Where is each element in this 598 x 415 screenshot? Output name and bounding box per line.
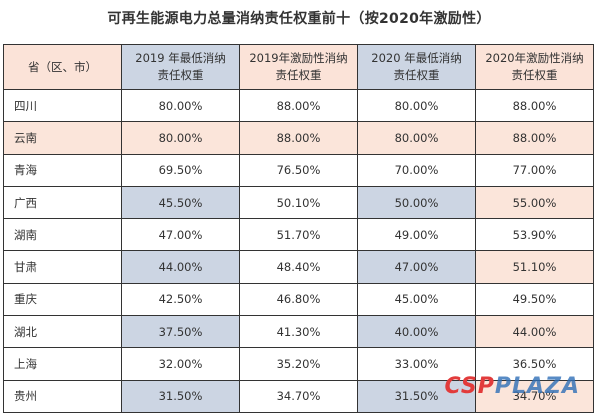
header-2019-min-line2: 责任权重 (157, 68, 204, 82)
cell-2020-inc: 55.00% (475, 185, 594, 220)
cell-2020-min: 40.00% (357, 315, 476, 349)
cell-2019-min: 80.00% (121, 88, 240, 123)
cell-2019-min: 31.50% (121, 379, 240, 413)
table-row: 甘肃 44.00% 48.40% 47.00% 51.10% (3, 250, 594, 284)
cell-2020-inc: 51.10% (475, 250, 594, 284)
cell-2020-min: 45.00% (357, 282, 476, 317)
cell-2020-min: 47.00% (357, 250, 476, 284)
cell-province: 重庆 (3, 282, 122, 317)
cell-2019-inc: 46.80% (239, 282, 358, 317)
table-row: 湖南 47.00% 51.70% 49.00% 53.90% (3, 218, 594, 252)
table-row: 重庆 42.50% 46.80% 45.00% 49.50% (3, 282, 594, 317)
header-2019-inc-line1: 2019年激励性消纳 (249, 51, 348, 65)
table-row: 广西 45.50% 50.10% 50.00% 55.00% (3, 185, 594, 220)
cell-province: 云南 (3, 121, 122, 155)
cell-2020-min: 80.00% (357, 88, 476, 123)
cell-2020-min: 31.50% (357, 379, 476, 413)
cell-2019-inc: 34.70% (239, 379, 358, 413)
cell-2020-inc: 44.00% (475, 315, 594, 349)
table-body: 四川 80.00% 88.00% 80.00% 88.00% 云南 80.00% 88.00%… (3, 88, 594, 413)
table-row: 贵州 31.50% 34.70% 31.50% 34.70% (3, 379, 594, 413)
cell-2019-min: 80.00% (121, 121, 240, 155)
table-title: 可再生能源电力总量消纳责任权重前十（按2020年激励性） (107, 11, 491, 27)
header-2019-min: 2019 年最低消纳 责任权重 (121, 44, 240, 90)
cell-province: 贵州 (3, 379, 122, 413)
cell-2019-min: 47.00% (121, 218, 240, 252)
cell-2020-min: 50.00% (357, 185, 476, 220)
cell-2020-inc: 34.70% (475, 379, 594, 413)
cell-2020-min: 33.00% (357, 347, 476, 381)
cell-2019-min: 32.00% (121, 347, 240, 381)
cell-2019-inc: 88.00% (239, 121, 358, 155)
cell-2020-inc: 53.90% (475, 218, 594, 252)
cell-2020-min: 49.00% (357, 218, 476, 252)
header-2019-min-line1: 2019 年最低消纳 (135, 51, 226, 65)
header-province: 省（区、市） (3, 44, 122, 90)
header-2020-min-line1: 2020 年最低消纳 (371, 51, 462, 65)
header-2020-inc-line2: 责任权重 (511, 68, 558, 82)
cell-province: 广西 (3, 185, 122, 220)
cell-2020-inc: 88.00% (475, 121, 594, 155)
cell-2019-inc: 76.50% (239, 153, 358, 187)
cell-2020-min: 70.00% (357, 153, 476, 187)
cell-province: 湖南 (3, 218, 122, 252)
header-2020-inc: 2020年激励性消纳 责任权重 (475, 44, 594, 90)
table-row: 四川 80.00% 88.00% 80.00% 88.00% (3, 88, 594, 123)
cell-2020-inc: 77.00% (475, 153, 594, 187)
header-2020-inc-line1: 2020年激励性消纳 (485, 51, 584, 65)
header-2019-inc-line2: 责任权重 (275, 68, 322, 82)
cell-2019-min: 44.00% (121, 250, 240, 284)
cell-province: 湖北 (3, 315, 122, 349)
cell-2019-inc: 51.70% (239, 218, 358, 252)
cell-2019-inc: 48.40% (239, 250, 358, 284)
header-2019-inc: 2019年激励性消纳 责任权重 (239, 44, 358, 90)
cell-2020-inc: 36.50% (475, 347, 594, 381)
header-2020-min-line2: 责任权重 (393, 68, 440, 82)
data-table: 省（区、市） 2019 年最低消纳 责任权重 2019年激励性消纳 责任权重 2… (3, 44, 594, 413)
cell-2020-inc: 49.50% (475, 282, 594, 317)
cell-province: 上海 (3, 347, 122, 381)
table-row: 上海 32.00% 35.20% 33.00% 36.50% (3, 347, 594, 381)
table-row: 云南 80.00% 88.00% 80.00% 88.00% (3, 121, 594, 155)
cell-2020-inc: 88.00% (475, 88, 594, 123)
cell-2019-min: 37.50% (121, 315, 240, 349)
table-row: 青海 69.50% 76.50% 70.00% 77.00% (3, 153, 594, 187)
cell-2019-inc: 35.20% (239, 347, 358, 381)
cell-2020-min: 80.00% (357, 121, 476, 155)
cell-2019-min: 45.50% (121, 185, 240, 220)
cell-2019-inc: 88.00% (239, 88, 358, 123)
table-row: 湖北 37.50% 41.30% 40.00% 44.00% (3, 315, 594, 349)
header-2020-min: 2020 年最低消纳 责任权重 (357, 44, 476, 90)
cell-province: 青海 (3, 153, 122, 187)
cell-2019-min: 69.50% (121, 153, 240, 187)
cell-2019-inc: 50.10% (239, 185, 358, 220)
cell-province: 四川 (3, 88, 122, 123)
cell-province: 甘肃 (3, 250, 122, 284)
cell-2019-inc: 41.30% (239, 315, 358, 349)
header-row: 省（区、市） 2019 年最低消纳 责任权重 2019年激励性消纳 责任权重 2… (3, 44, 594, 90)
cell-2019-min: 42.50% (121, 282, 240, 317)
